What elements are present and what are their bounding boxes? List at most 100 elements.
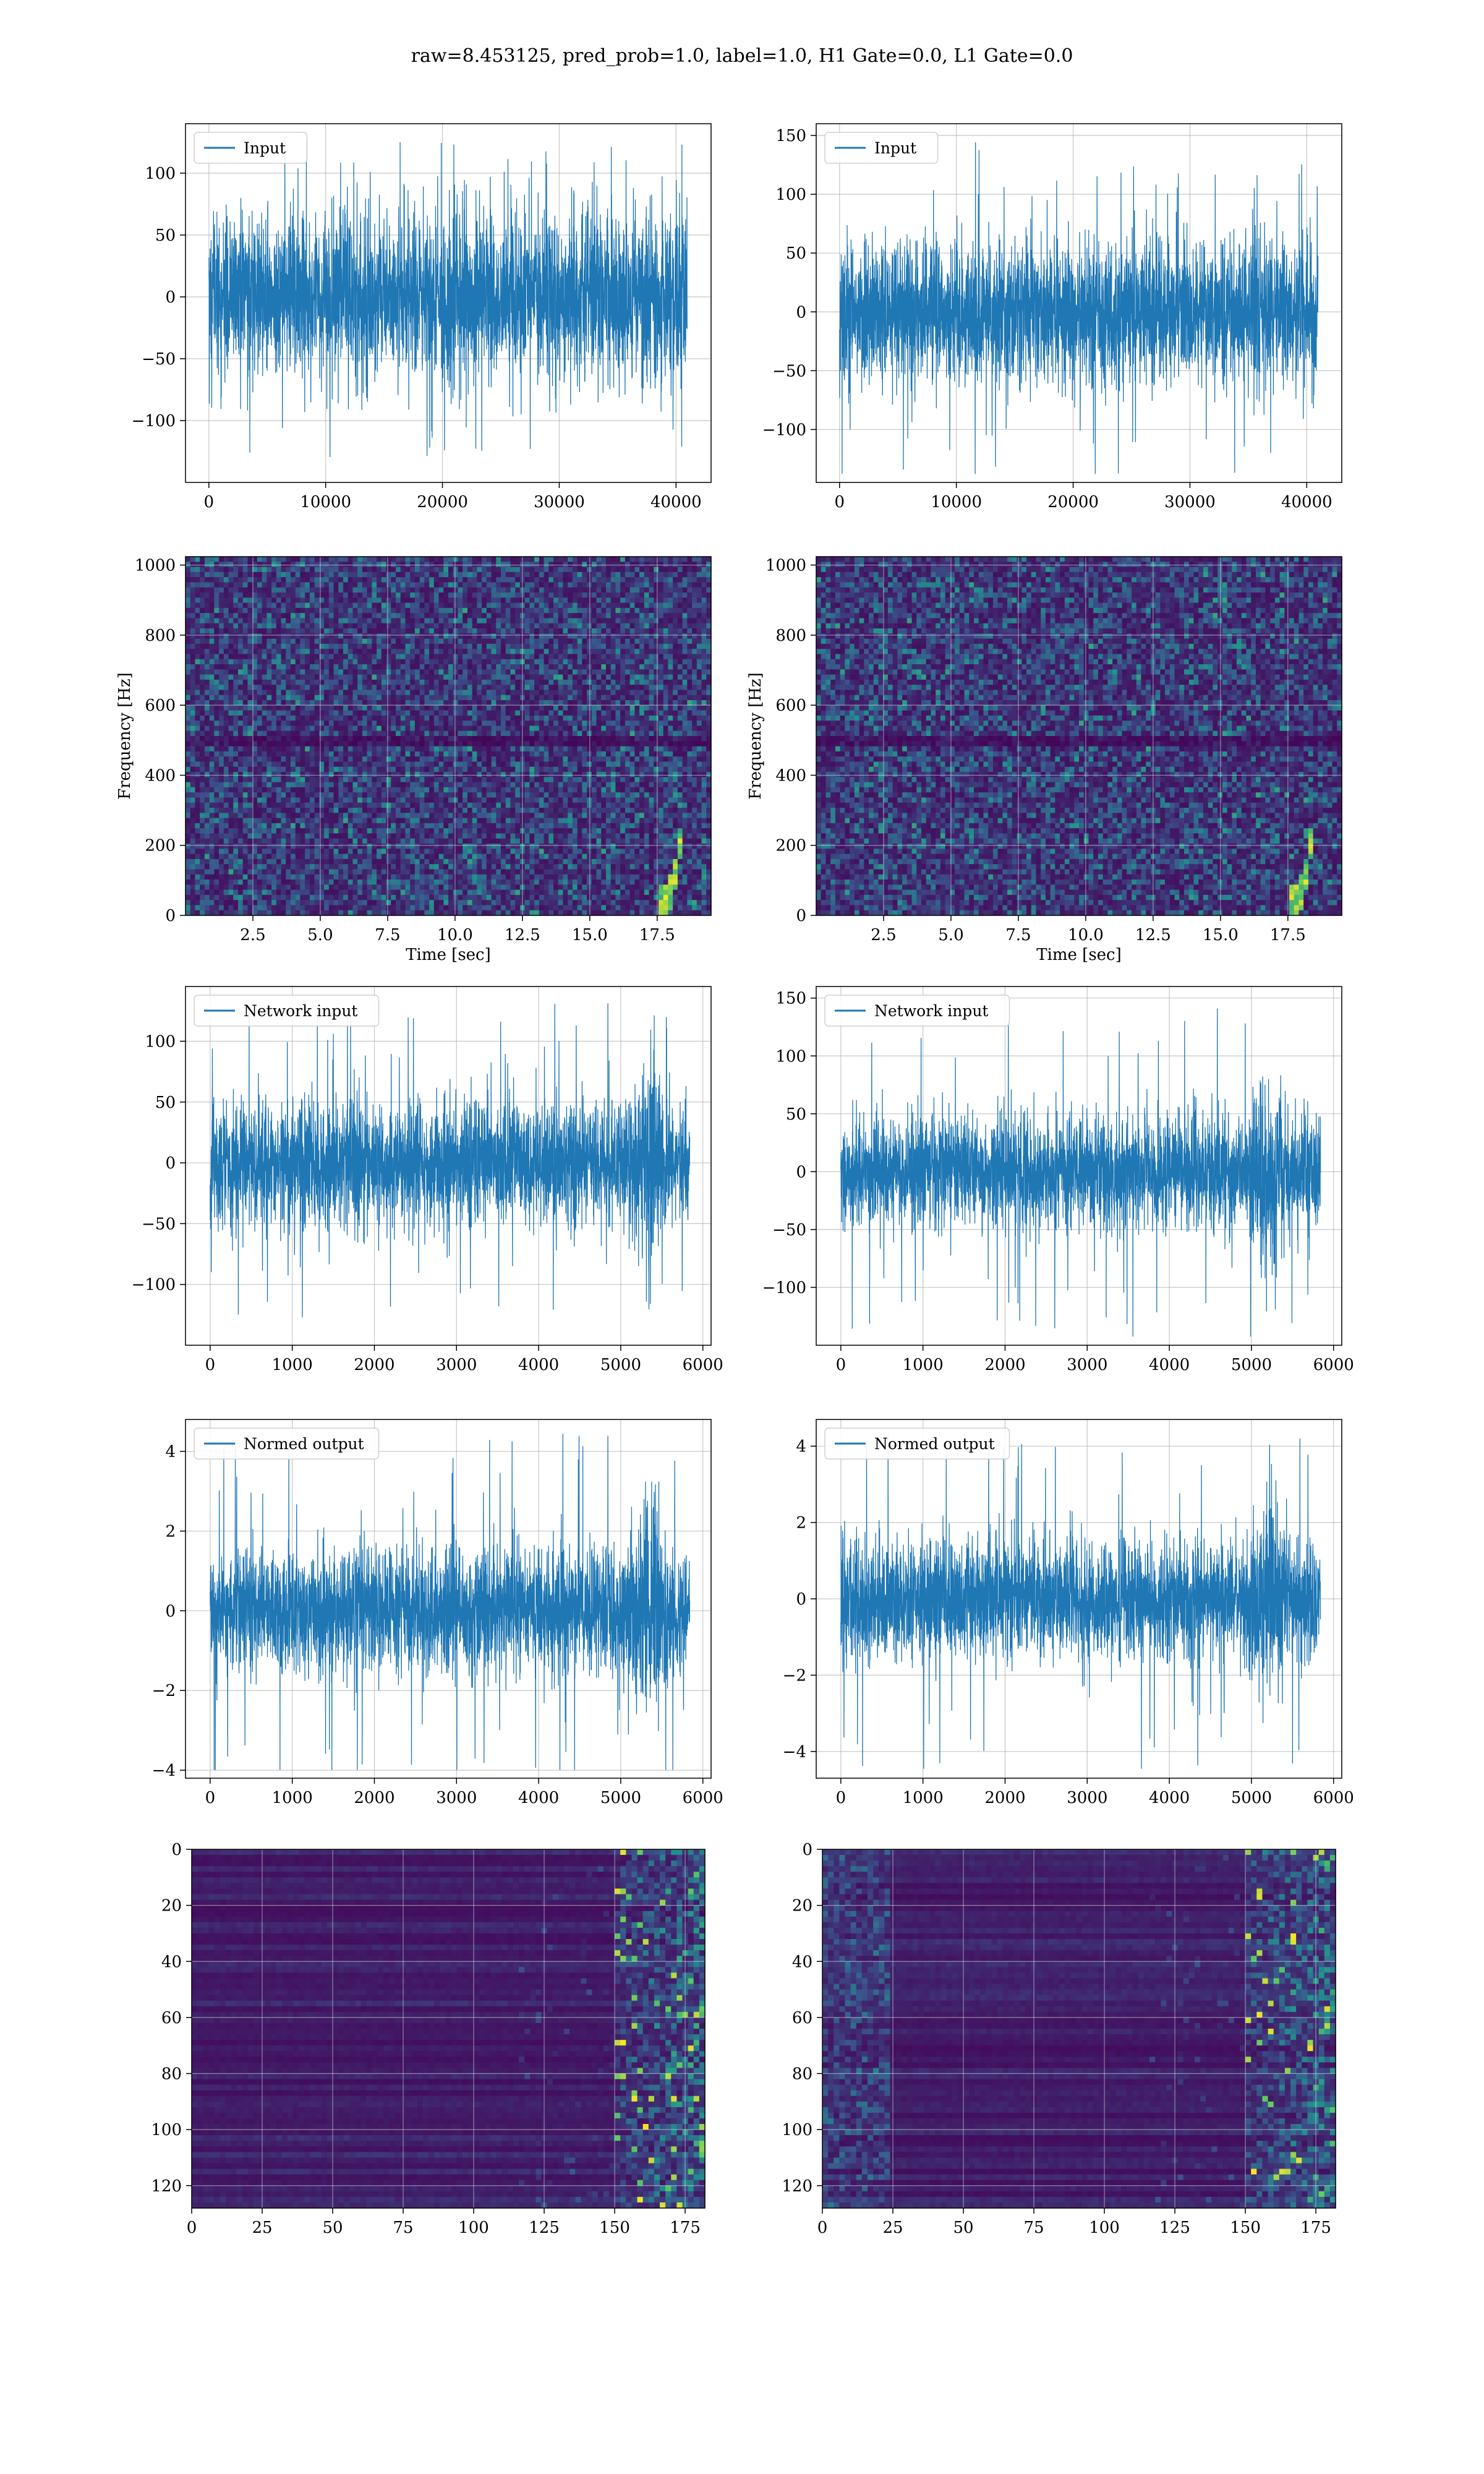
- legend-label: Normed output: [244, 1435, 364, 1453]
- legend: Network input: [194, 995, 380, 1027]
- x-tick-label: 2.5: [240, 926, 265, 944]
- x-tick-label: 150: [599, 2219, 630, 2237]
- y-tick-label: 0: [165, 1154, 176, 1173]
- x-tick-label: 5000: [1231, 1356, 1272, 1374]
- h1-feature-map-panel: 0 25 50 75 100 125 150 175 0 20 40 60 80 100 120: [151, 1841, 706, 2237]
- x-tick-label: 100: [458, 2219, 489, 2237]
- axes-frame: [185, 123, 712, 483]
- x-axis-label: Time [sec]: [406, 946, 491, 964]
- y-tick-label: 150: [775, 990, 806, 1008]
- y-tick-label: 0: [802, 1841, 812, 1859]
- legend-label: Network input: [874, 1002, 988, 1020]
- subplot-grid: 0 10000 20000 30000 40000−100−50050100Input0…: [116, 123, 1354, 2237]
- y-tick-label: 0: [165, 1602, 176, 1620]
- y-tick-label: 100: [775, 1047, 806, 1066]
- y-tick-label: −100: [132, 1276, 176, 1295]
- y-tick-label: 0: [796, 907, 806, 925]
- legend-label: Input: [874, 139, 916, 157]
- y-axis-label: Frequency [Hz]: [116, 672, 134, 800]
- y-tick-label: 20: [161, 1897, 182, 1915]
- x-tick-label: 6000: [683, 1789, 723, 1807]
- x-tick-label: 3000: [1067, 1789, 1107, 1807]
- y-tick-label: 0: [171, 1841, 182, 1859]
- l1-feature-map-panel: 0 25 50 75 100 125 150 175 0 20 40 60 80 100 120: [782, 1841, 1336, 2237]
- x-tick-label: 12.5: [1135, 926, 1171, 944]
- x-tick-label: 2000: [354, 1356, 394, 1374]
- x-tick-label: 2000: [984, 1789, 1025, 1807]
- x-tick-label: 100: [1089, 2219, 1120, 2237]
- waveform-line: [208, 137, 688, 458]
- x-tick-label: 3000: [436, 1356, 477, 1374]
- x-tick-label: 40000: [650, 493, 702, 511]
- x-tick-label: 25: [252, 2219, 272, 2237]
- legend: Normed output: [194, 1427, 380, 1460]
- y-tick-label: −50: [772, 362, 806, 380]
- y-tick-label: 400: [775, 766, 806, 785]
- x-tick-label: 40000: [1281, 493, 1333, 511]
- x-tick-label: 4000: [1149, 1356, 1190, 1374]
- axes-frame: [822, 1849, 1336, 2209]
- axes-frame: [816, 1419, 1342, 1779]
- y-tick-label: 120: [782, 2177, 812, 2196]
- y-tick-label: 2: [165, 1522, 176, 1541]
- x-tick-label: 5000: [600, 1789, 641, 1807]
- y-tick-label: 200: [145, 837, 176, 855]
- x-tick-label: 12.5: [505, 926, 540, 944]
- feature-map-image: [822, 1849, 1336, 2209]
- y-tick-label: 60: [792, 2009, 812, 2027]
- legend-box: [194, 132, 308, 164]
- axes-frame: [816, 986, 1342, 1346]
- x-tick-label: 2000: [354, 1789, 394, 1807]
- y-axis-label: Frequency [Hz]: [746, 672, 765, 800]
- y-tick-label: 0: [796, 1163, 806, 1181]
- x-tick-label: 0: [204, 493, 215, 511]
- x-tick-label: 5.0: [938, 926, 963, 944]
- x-tick-label: 75: [393, 2219, 413, 2237]
- h1-input-panel: 0 10000 20000 30000 40000 −100 −50 0 50 100 Input: [132, 123, 712, 511]
- feature-map-image: [192, 1849, 706, 2209]
- y-tick-label: 100: [782, 2121, 812, 2139]
- y-tick-label: 600: [145, 696, 176, 715]
- l1-normed-output-panel: 0 1000 2000 3000 4000 5000 6000 −4 −2 0 2 4 Normed o…: [783, 1419, 1354, 1807]
- x-tick-label: 6000: [1313, 1789, 1354, 1807]
- x-tick-label: 0: [187, 2219, 197, 2237]
- y-tick-label: 4: [796, 1437, 806, 1456]
- axes-frame: [185, 556, 712, 916]
- y-tick-label: 800: [145, 627, 176, 645]
- x-tick-label: 17.5: [1270, 926, 1306, 944]
- waveform-line: [840, 1434, 1321, 1769]
- x-tick-label: 0: [205, 1789, 216, 1807]
- l1-spectrogram-panel: 2.5 5.0 7.5 10.0 12.5 15.0 17.5 0 200 400 600 800 10…: [746, 556, 1342, 964]
- x-tick-label: 1000: [903, 1356, 944, 1374]
- x-tick-label: 5000: [1231, 1789, 1272, 1807]
- x-tick-label: 10000: [931, 493, 982, 511]
- h1-normed-output-panel: 0 1000 2000 3000 4000 5000 6000 −4 −2 0 2 4 Normed o…: [152, 1419, 723, 1807]
- x-tick-label: 75: [1023, 2219, 1044, 2237]
- x-tick-label: 50: [953, 2219, 973, 2237]
- y-tick-label: 50: [155, 1094, 176, 1112]
- y-tick-label: 80: [161, 2065, 182, 2084]
- x-tick-label: 25: [882, 2219, 903, 2237]
- y-tick-label: 0: [796, 1590, 806, 1609]
- legend: Normed output: [824, 1427, 1010, 1460]
- x-tick-label: 1000: [272, 1356, 313, 1374]
- x-tick-label: 6000: [1313, 1356, 1354, 1374]
- y-tick-label: 200: [775, 837, 806, 855]
- x-tick-label: 10000: [300, 493, 351, 511]
- axes-frame: [816, 556, 1342, 916]
- l1-input-panel: 0 10000 20000 30000 40000 −100 −50 0 50 100 150 Inp…: [762, 123, 1342, 511]
- legend: Input: [824, 132, 939, 164]
- legend-box: [824, 1427, 1010, 1460]
- y-tick-label: 40: [161, 1953, 182, 1971]
- x-tick-label: 150: [1230, 2219, 1261, 2237]
- y-tick-label: 1000: [135, 557, 176, 575]
- legend-label: Input: [244, 139, 286, 157]
- y-tick-label: 120: [151, 2177, 182, 2196]
- x-tick-label: 50: [322, 2219, 343, 2237]
- x-tick-label: 17.5: [639, 926, 675, 944]
- x-tick-label: 3000: [1067, 1356, 1107, 1374]
- spectrogram-image: [816, 557, 1342, 916]
- x-tick-label: 175: [670, 2219, 701, 2237]
- waveform-line: [210, 1434, 691, 1770]
